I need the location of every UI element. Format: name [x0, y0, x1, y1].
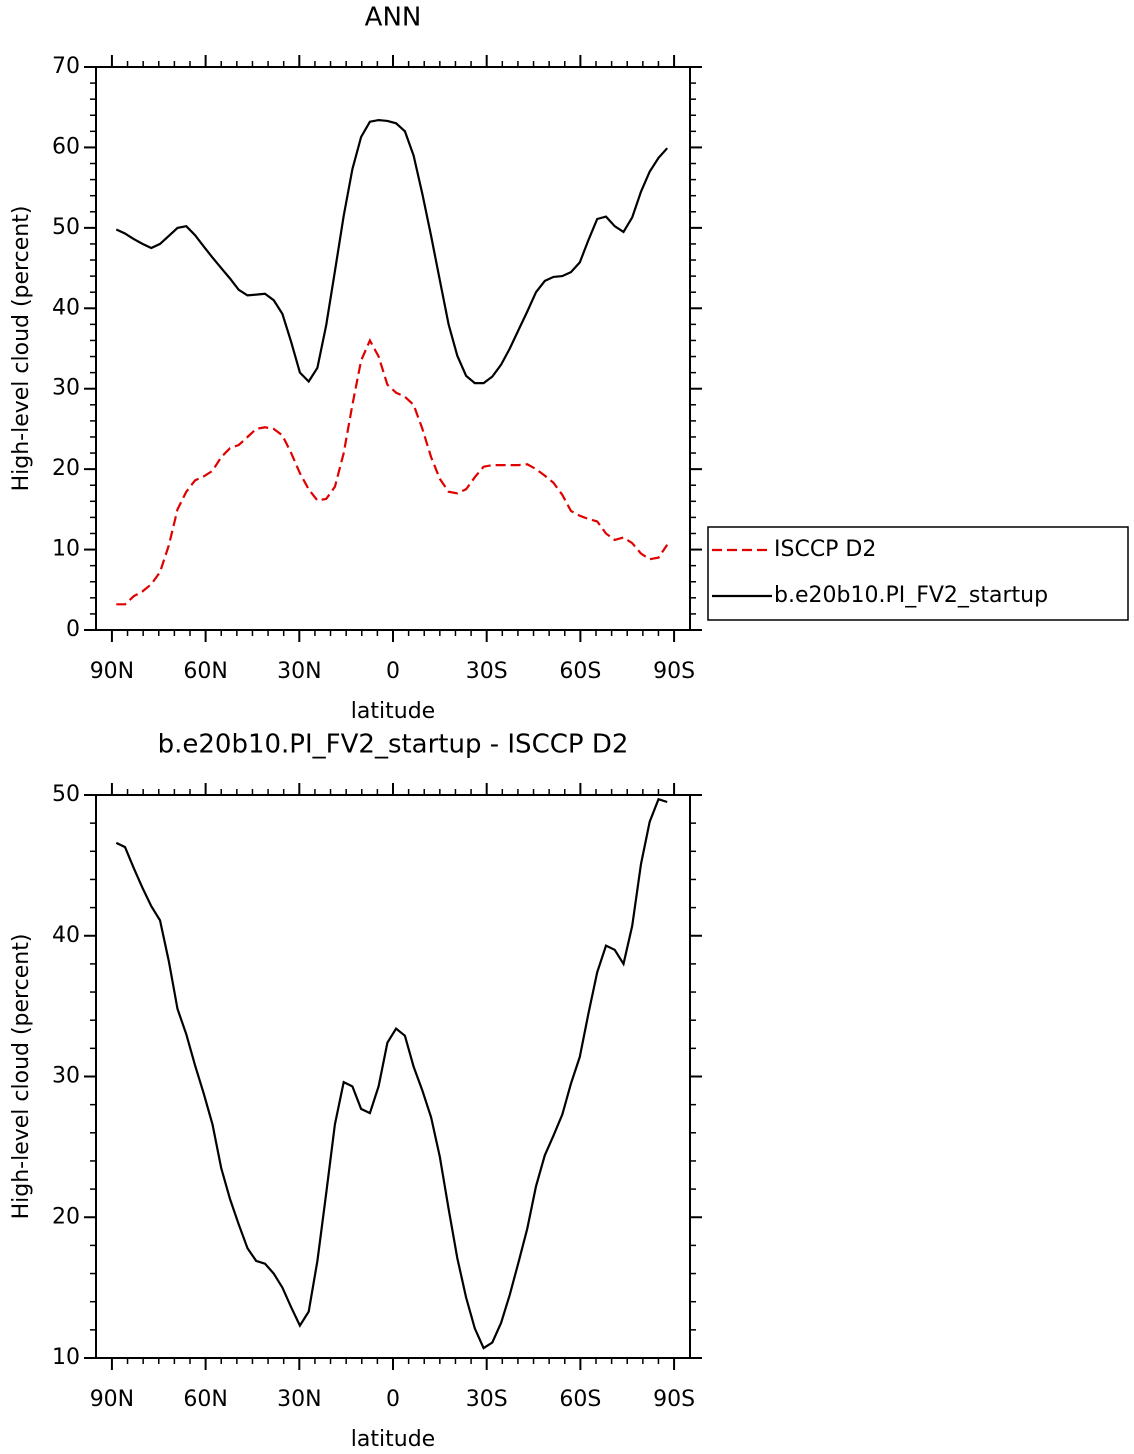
- x-axis-label: latitude: [351, 699, 435, 724]
- x-tick-label: 90N: [90, 1387, 134, 1412]
- y-tick-label: 20: [52, 456, 80, 481]
- y-tick-label: 10: [52, 537, 80, 562]
- x-tick-label: 0: [386, 659, 400, 684]
- x-tick-label: 90N: [90, 659, 134, 684]
- x-tick-label: 60S: [559, 1387, 601, 1412]
- x-axis-label: latitude: [351, 1427, 435, 1452]
- y-tick-label: 20: [52, 1204, 80, 1229]
- y-tick-label: 10: [52, 1345, 80, 1370]
- y-tick-label: 70: [52, 54, 80, 79]
- x-tick-label: 30S: [466, 659, 508, 684]
- y-tick-label: 50: [52, 215, 80, 240]
- x-tick-label: 30N: [277, 1387, 321, 1412]
- plot-frame: [95, 66, 691, 631]
- legend-label: ISCCP D2: [774, 537, 876, 562]
- chart-title: ANN: [365, 3, 422, 33]
- y-axis-label: High-level cloud (percent): [9, 206, 34, 492]
- x-tick-label: 0: [386, 1387, 400, 1412]
- x-tick-label: 30S: [466, 1387, 508, 1412]
- y-tick-label: 60: [52, 134, 80, 159]
- x-tick-label: 90S: [653, 659, 695, 684]
- plot-frame: [95, 794, 691, 1359]
- legend-box: [707, 526, 1129, 621]
- y-tick-label: 0: [66, 617, 80, 642]
- chart-title: b.e20b10.PI_FV2_startup - ISCCP D2: [158, 730, 629, 760]
- y-tick-label: 50: [52, 782, 80, 807]
- data-line: [116, 338, 669, 606]
- x-tick-label: 60N: [183, 659, 227, 684]
- legend-label: b.e20b10.PI_FV2_startup: [774, 583, 1048, 608]
- x-tick-label: 60N: [183, 1387, 227, 1412]
- y-tick-label: 30: [52, 1064, 80, 1089]
- y-tick-label: 40: [52, 923, 80, 948]
- x-tick-label: 30N: [277, 659, 321, 684]
- y-tick-label: 40: [52, 295, 80, 320]
- data-line: [115, 797, 668, 1350]
- data-line: [115, 118, 669, 385]
- y-tick-label: 30: [52, 376, 80, 401]
- x-tick-label: 60S: [559, 659, 601, 684]
- x-tick-label: 90S: [653, 1387, 695, 1412]
- y-axis-label: High-level cloud (percent): [9, 934, 34, 1220]
